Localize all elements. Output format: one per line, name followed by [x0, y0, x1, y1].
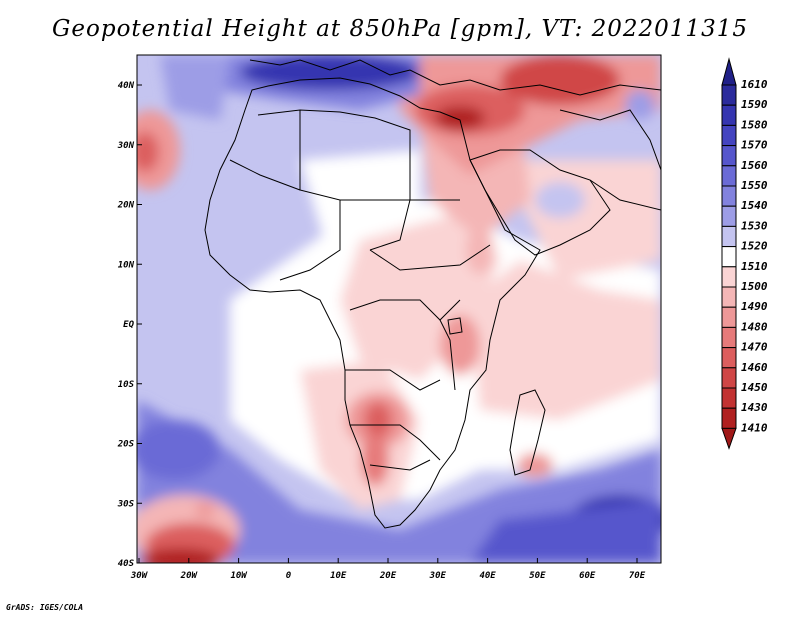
- colorbar-swatch: [721, 387, 737, 409]
- map-title: Geopotential Height at 850hPa [gpm], VT:…: [52, 16, 748, 42]
- colorbar-label: 1540: [741, 199, 768, 212]
- colorbar-swatch: [721, 84, 737, 106]
- colorbar-label: 1560: [741, 159, 768, 172]
- colorbar-swatch: [721, 326, 737, 349]
- colorbar: 1610 1590 1580 1570 1560 1550 1540 1530 1520 1510…: [721, 57, 768, 450]
- coastline: [204, 59, 661, 529]
- lat-tick-label: 30S: [117, 499, 135, 509]
- colorbar-label: 1520: [741, 240, 768, 253]
- credit-text: GrADS: IGES/COLA: [6, 603, 84, 612]
- lat-tick-label: 40S: [118, 559, 135, 569]
- colorbar-bottom-arrow: [721, 427, 737, 450]
- colorbar-label: 1490: [741, 300, 768, 313]
- lon-tick-label: 50E: [529, 571, 546, 581]
- colorbar-swatch: [721, 185, 737, 207]
- colorbar-swatch: [721, 367, 737, 389]
- lon-tick-label: 30E: [429, 571, 447, 581]
- lat-tick-label: 10N: [118, 260, 135, 270]
- lon-tick-label: 10W: [230, 571, 248, 581]
- lat-tick-label: 20S: [117, 440, 135, 450]
- colorbar-swatch: [721, 266, 737, 288]
- lon-tick-label: 60E: [579, 571, 596, 581]
- colorbar-label: 1430: [741, 401, 768, 414]
- colorbar-swatch: [721, 407, 737, 429]
- colorbar-swatch: [721, 104, 737, 126]
- colorbar-label: 1550: [741, 179, 768, 192]
- colorbar-swatch: [721, 306, 737, 328]
- longitude-axis: 30W 20W 10W 0 10E 20E 30E 40E 50E 60E 70E: [130, 558, 646, 581]
- colorbar-label: 1510: [741, 260, 768, 273]
- colorbar-swatch: [721, 145, 737, 167]
- lon-tick-label: 30W: [130, 571, 149, 581]
- colorbar-swatch: [721, 205, 737, 227]
- colorbar-swatch: [721, 225, 737, 248]
- lon-tick-label: 0: [286, 571, 292, 581]
- lat-tick-label: 10S: [118, 380, 135, 390]
- colorbar-swatch: [721, 124, 737, 147]
- lat-tick-label: 40N: [118, 81, 135, 91]
- colorbar-label: 1580: [741, 118, 768, 131]
- colorbar-label: 1410: [741, 421, 768, 434]
- colorbar-label: 1590: [741, 98, 768, 111]
- colorbar-top-arrow: [721, 57, 737, 86]
- colorbar-swatch: [721, 165, 737, 187]
- height-field: [137, 55, 661, 563]
- map-frame: [136, 54, 662, 564]
- colorbar-swatch: [721, 347, 737, 369]
- lon-tick-label: 20W: [180, 571, 199, 581]
- lon-tick-label: 10E: [330, 571, 347, 581]
- colorbar-label: 1480: [741, 320, 768, 333]
- colorbar-swatch: [721, 246, 737, 268]
- lon-tick-label: 20E: [379, 571, 397, 581]
- lat-tick-label: 30N: [117, 141, 135, 151]
- colorbar-label: 1500: [741, 280, 768, 293]
- colorbar-label: 1610: [741, 78, 768, 91]
- colorbar-label: 1470: [741, 341, 768, 354]
- colorbar-label: 1450: [741, 381, 768, 394]
- lat-tick-label: EQ: [123, 320, 134, 330]
- latitude-axis: 40N 30N 20N 10N EQ 10S 20S 30S 40S: [117, 81, 142, 569]
- colorbar-label: 1570: [741, 139, 768, 152]
- lat-tick-label: 20N: [117, 201, 135, 211]
- lon-tick-label: 40E: [479, 571, 496, 581]
- lon-tick-label: 70E: [629, 571, 646, 581]
- colorbar-label: 1460: [741, 361, 768, 374]
- colorbar-swatch: [721, 286, 737, 308]
- colorbar-label: 1530: [741, 219, 768, 232]
